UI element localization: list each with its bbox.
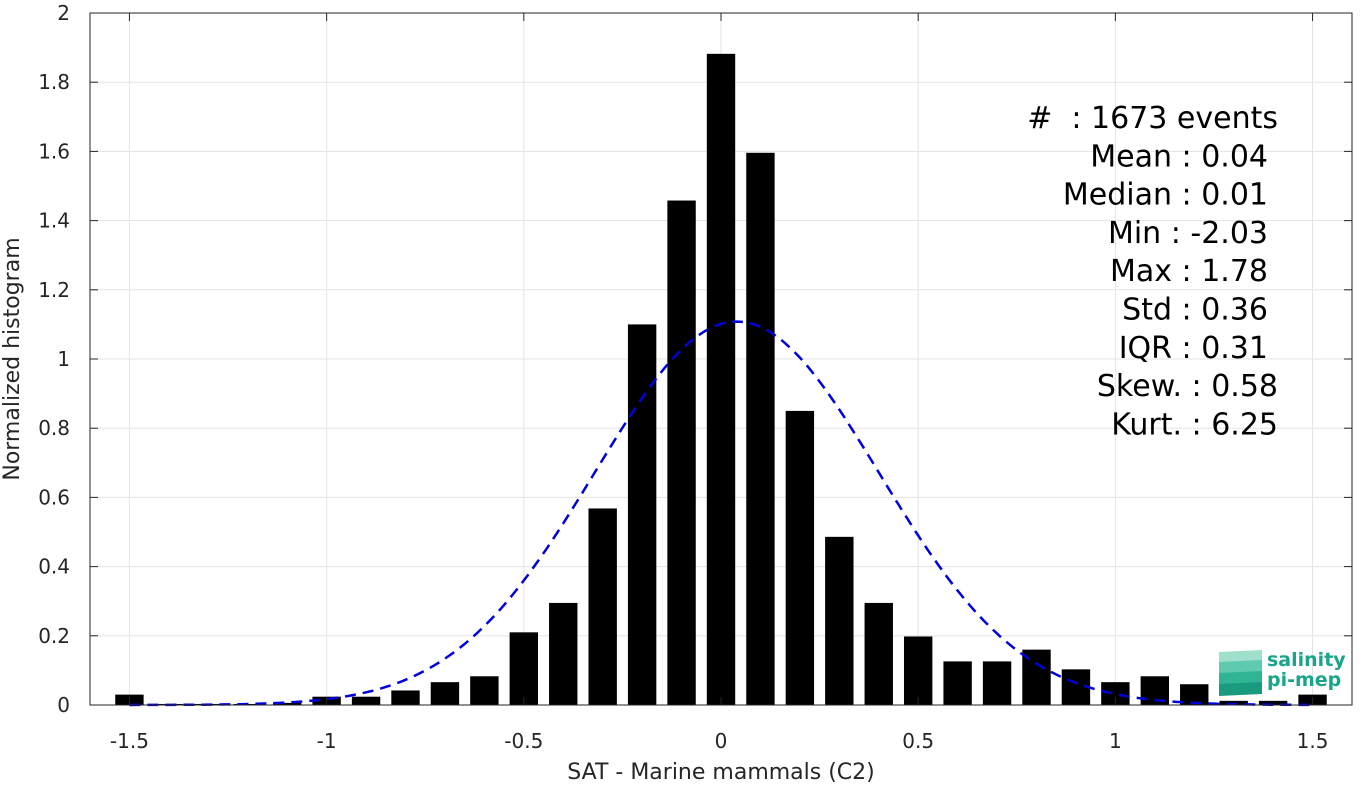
stat-line: Median : 0.01 xyxy=(1063,178,1268,213)
stat-line: Mean : 0.04 xyxy=(1090,139,1268,174)
salinity-pi-mep-logo: salinity pi-mep xyxy=(1219,649,1346,696)
y-tick-label: 1.6 xyxy=(38,139,70,163)
logo-line1: salinity xyxy=(1267,649,1346,671)
stat-line: Min : -2.03 xyxy=(1108,216,1268,251)
histogram-bar xyxy=(903,636,933,705)
y-tick-label: 1.2 xyxy=(38,278,70,302)
y-tick-label: 1.4 xyxy=(38,209,70,233)
histogram-bar xyxy=(1258,700,1288,705)
histogram-bar xyxy=(1180,684,1209,705)
y-tick-label: 0.6 xyxy=(38,485,70,509)
y-tick-label: 2 xyxy=(57,1,70,25)
histogram-bar xyxy=(351,696,381,705)
histogram-bar xyxy=(470,676,499,705)
stat-line: Max : 1.78 xyxy=(1110,254,1268,289)
histogram-bar xyxy=(588,508,617,705)
histogram-bar xyxy=(706,53,736,705)
y-tick-label: 1.8 xyxy=(38,70,70,94)
histogram-bar xyxy=(1101,682,1130,705)
histogram-bar xyxy=(549,602,578,705)
x-tick-label: 0.5 xyxy=(902,729,934,753)
stat-line: IQR : 0.31 xyxy=(1119,331,1268,366)
stat-line: Skew. : 0.58 xyxy=(1097,369,1278,404)
y-tick-label: 0 xyxy=(57,693,70,717)
x-tick-label: 0 xyxy=(715,729,728,753)
bars xyxy=(115,53,1327,706)
histogram-bar xyxy=(825,536,854,705)
y-tick-label: 0.2 xyxy=(38,624,70,648)
histogram-bar xyxy=(982,661,1012,705)
x-tick-label: 1 xyxy=(1109,729,1122,753)
histogram-bar xyxy=(391,690,420,705)
y-axis-label: Normalized histogram xyxy=(0,237,25,480)
histogram-bar xyxy=(864,602,893,705)
histogram-bar xyxy=(785,410,815,705)
histogram-bar xyxy=(509,632,539,705)
x-tick-label: 1.5 xyxy=(1297,729,1329,753)
y-tick-label: 0.8 xyxy=(38,416,70,440)
histogram-bar xyxy=(746,152,775,705)
stat-line: # : 1673 events xyxy=(1027,101,1278,136)
x-tick-label: -0.5 xyxy=(504,729,543,753)
stat-line: Kurt. : 6.25 xyxy=(1111,407,1278,442)
x-tick-label: -1.5 xyxy=(110,729,149,753)
x-tick-label: -1 xyxy=(317,729,337,753)
histogram-bar xyxy=(272,702,302,705)
histogram-bar xyxy=(1219,700,1248,705)
x-axis-label: SAT - Marine mammals (C2) xyxy=(567,760,875,785)
histogram-bar xyxy=(667,200,696,706)
stat-line: Std : 0.36 xyxy=(1122,293,1268,328)
logo-mark-icon xyxy=(1219,650,1262,696)
y-tick-label: 1 xyxy=(57,347,70,371)
y-tick-label: 0.4 xyxy=(38,555,70,579)
logo-line2: pi-mep xyxy=(1267,669,1341,691)
histogram-bar xyxy=(430,682,460,705)
histogram-bar xyxy=(627,324,657,705)
normal-fit-curve xyxy=(129,320,1313,707)
ticks: -1.5 -1 -0.5 0 0.5 1 1.5 0 0.2 0.4 0.6 0.8 1 1.2 1.4 1.… xyxy=(38,1,1352,753)
histogram-bar xyxy=(943,661,972,705)
